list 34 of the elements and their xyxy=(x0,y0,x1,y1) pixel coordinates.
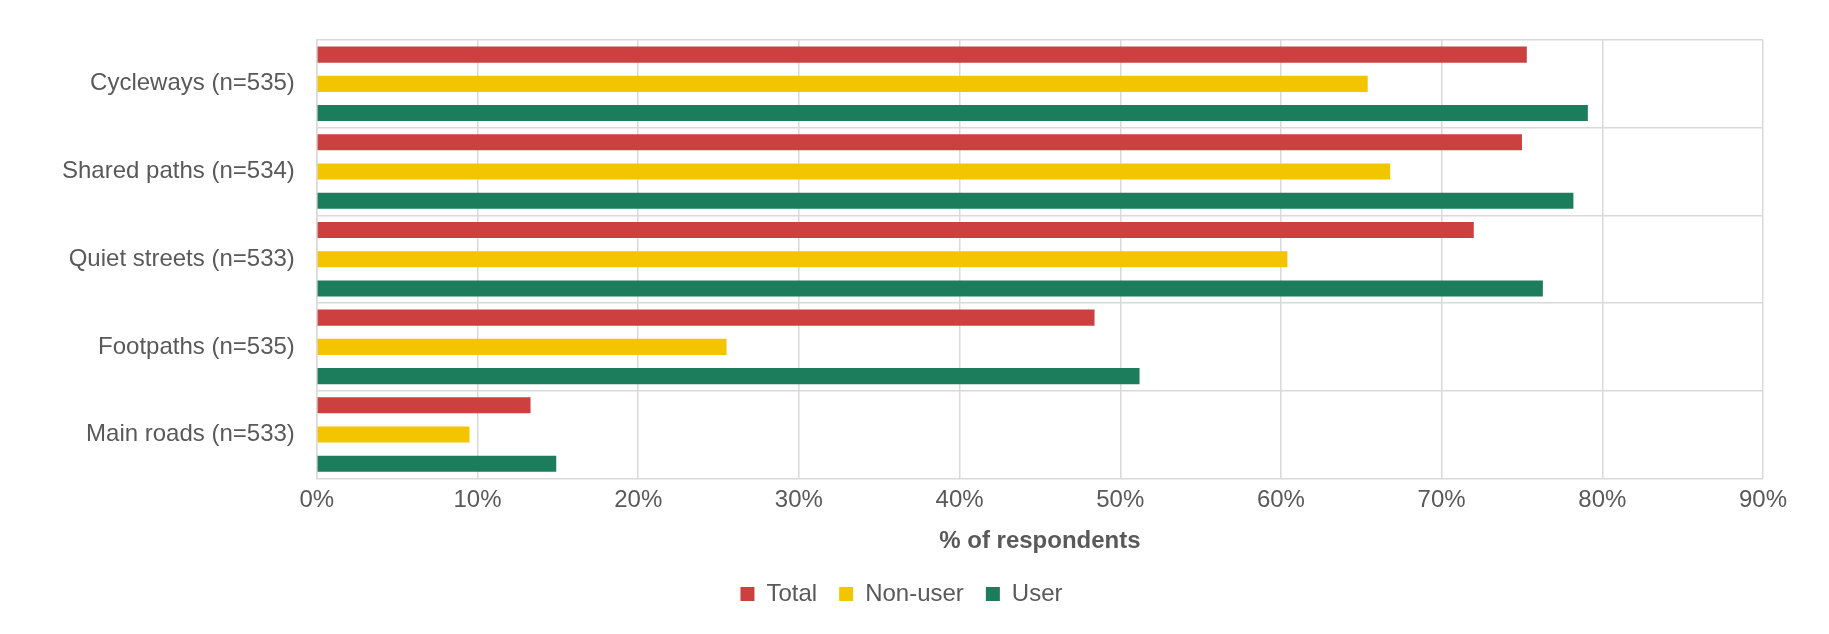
bar xyxy=(317,192,1574,209)
y-tick-label: Footpaths (n=535) xyxy=(98,331,295,359)
y-tick-label: Cycleways (n=535) xyxy=(90,68,295,96)
legend-label: Total xyxy=(766,578,818,606)
y-tick-label: Shared paths (n=534) xyxy=(62,156,295,184)
bar xyxy=(317,163,1391,180)
bar xyxy=(317,309,1095,326)
bar xyxy=(317,46,1527,63)
bar xyxy=(317,455,557,472)
bar xyxy=(317,338,727,355)
x-tick-label: 90% xyxy=(1738,485,1788,513)
y-tick-label: Quiet streets (n=533) xyxy=(68,243,295,271)
x-tick-label: 40% xyxy=(935,485,984,513)
x-tick-label: 80% xyxy=(1578,485,1627,513)
x-tick-label: 30% xyxy=(774,485,823,513)
x-axis-title: % of respondents xyxy=(939,526,1141,554)
bar xyxy=(317,397,531,414)
x-tick-label: 50% xyxy=(1096,485,1145,513)
legend-label: Non-user xyxy=(865,578,964,606)
y-tick-label: Main roads (n=533) xyxy=(86,419,295,447)
bar xyxy=(317,134,1522,151)
bar xyxy=(317,426,470,443)
x-tick-label: 0% xyxy=(299,485,335,513)
bar xyxy=(317,280,1543,297)
bar xyxy=(317,221,1474,239)
bar xyxy=(317,105,1588,122)
bar xyxy=(317,75,1368,92)
bar xyxy=(317,251,1288,268)
x-tick-label: 20% xyxy=(614,485,663,513)
x-tick-label: 60% xyxy=(1256,485,1305,513)
bar xyxy=(317,368,1140,385)
x-tick-label: 70% xyxy=(1417,485,1466,513)
x-tick-label: 10% xyxy=(453,485,502,513)
legend-label: User xyxy=(1011,578,1063,606)
